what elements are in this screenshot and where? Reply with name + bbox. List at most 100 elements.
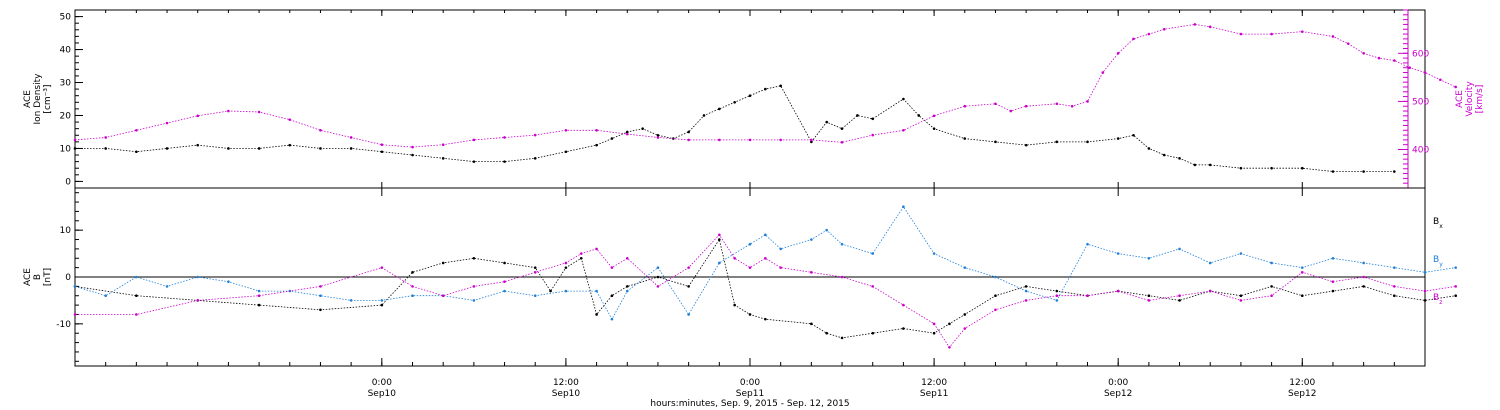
point-ion-density <box>595 143 598 147</box>
point-bz <box>1362 275 1365 279</box>
point-by <box>687 313 690 316</box>
point-bx <box>1362 285 1365 288</box>
point-velocity <box>165 121 169 125</box>
point-bx <box>871 331 875 335</box>
point-bx <box>441 261 445 265</box>
point-bz <box>380 266 384 269</box>
x-tick-label-date: Sep10 <box>552 389 581 399</box>
point-ion-density <box>196 143 200 147</box>
point-bx <box>963 313 967 316</box>
point-bx <box>1178 299 1181 302</box>
point-by <box>1393 266 1396 269</box>
point-bz <box>1147 299 1151 302</box>
point-velocity <box>380 143 384 147</box>
y-right-tick-label: 500 <box>1412 97 1429 107</box>
point-bz <box>687 266 690 269</box>
y-tick-label: 50 <box>60 13 72 23</box>
point-ion-density <box>764 87 767 91</box>
point-bz <box>840 275 844 279</box>
point-by <box>196 275 200 279</box>
y-tick-label: 10 <box>60 226 72 236</box>
x-tick-label-time: 12:00 <box>553 378 579 388</box>
point-bx <box>1300 294 1304 298</box>
point-bz <box>472 285 476 288</box>
point-velocity <box>257 110 261 114</box>
point-by <box>349 299 353 302</box>
point-ion-density <box>641 127 644 130</box>
point-by <box>503 289 506 293</box>
point-ion-density <box>1331 170 1335 173</box>
point-velocity <box>1147 32 1151 36</box>
point-velocity <box>1439 78 1442 82</box>
point-bz <box>1331 280 1335 283</box>
point-by <box>1454 266 1457 269</box>
point-ion-density <box>104 147 107 150</box>
point-by <box>1423 271 1427 274</box>
point-bx <box>1393 294 1396 298</box>
point-ion-density <box>1024 143 1028 147</box>
point-velocity <box>1377 56 1381 60</box>
point-ion-density <box>1162 153 1166 157</box>
point-by <box>718 261 721 265</box>
point-bx <box>1454 294 1457 298</box>
point-by <box>902 205 905 209</box>
point-by <box>1055 299 1059 302</box>
bottom-left-ylabel-2: B <box>33 274 43 280</box>
x-axis: 0:00Sep1012:00Sep100:00Sep1112:00Sep110:… <box>74 10 1426 399</box>
point-by <box>1086 242 1089 246</box>
point-bz <box>994 308 997 312</box>
point-by <box>472 299 476 302</box>
point-bz <box>1178 294 1181 298</box>
y-tick-label: 20 <box>60 111 72 121</box>
point-bz <box>764 256 767 260</box>
point-by <box>810 238 813 241</box>
point-bz <box>610 266 614 269</box>
point-bx <box>503 261 506 265</box>
point-ion-density <box>533 157 537 160</box>
point-ion-density <box>1132 133 1135 137</box>
point-ion-density <box>871 117 875 121</box>
point-ion-density <box>810 140 813 144</box>
top-data-marks <box>73 23 1457 173</box>
y-tick-label: 10 <box>60 144 72 154</box>
point-ion-density <box>625 130 629 134</box>
x-tick-label-time: 12:00 <box>1289 378 1315 388</box>
series-line-bx <box>74 238 1456 339</box>
point-by <box>840 242 844 246</box>
top-left-axis: 0 10 20 30 40 50 <box>60 9 83 187</box>
point-bz <box>411 285 414 288</box>
point-ion-density <box>1362 170 1365 173</box>
point-velocity <box>1208 25 1212 29</box>
point-velocity <box>963 104 967 108</box>
point-velocity <box>748 138 752 142</box>
point-velocity <box>871 133 875 137</box>
point-ion-density <box>656 133 660 137</box>
point-by <box>748 242 752 246</box>
y-right-tick-label: 400 <box>1412 146 1429 156</box>
bottom-panel: -10 0 10 ACE B [nT] Bx By Bz <box>23 187 1457 367</box>
point-bz <box>1270 294 1273 298</box>
x-tick-label-date: Sep11 <box>920 389 948 399</box>
point-ion-density <box>380 150 384 154</box>
point-bx <box>948 322 951 326</box>
point-by <box>1178 247 1181 251</box>
point-ion-density <box>917 114 921 117</box>
point-by <box>1024 289 1028 293</box>
point-ion-density <box>349 147 353 150</box>
legend-bz: Bz <box>1433 293 1442 306</box>
point-ion-density <box>840 127 844 130</box>
point-by <box>1208 261 1212 265</box>
point-bx <box>595 313 598 316</box>
point-velocity <box>718 138 721 142</box>
point-ion-density <box>779 84 782 88</box>
y-tick-label: -10 <box>56 320 71 330</box>
point-velocity <box>810 138 813 142</box>
point-ion-density <box>411 153 414 157</box>
point-ion-density <box>610 137 614 140</box>
point-bx <box>902 327 905 330</box>
point-bx <box>549 289 552 293</box>
point-velocity <box>687 138 690 142</box>
point-ion-density <box>902 97 905 101</box>
y-tick-label: 0 <box>65 177 71 187</box>
